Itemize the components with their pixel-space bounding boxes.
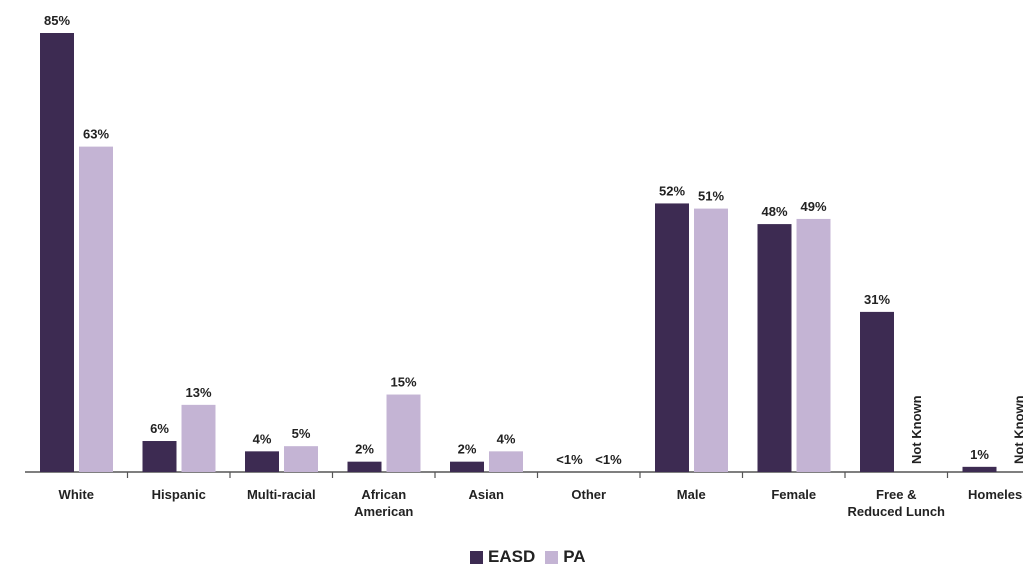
data-label: 85% — [44, 13, 70, 28]
chart-legend: EASD PA — [470, 547, 586, 567]
legend-label-pa: PA — [563, 547, 586, 566]
x-tick-label: Male — [677, 487, 706, 502]
bar-pa — [694, 208, 728, 472]
bar-pa — [386, 394, 421, 472]
x-tick-label: Hispanic — [152, 487, 206, 502]
data-label: 13% — [185, 385, 211, 400]
bar-pa — [284, 446, 318, 472]
bar-easd — [757, 224, 792, 472]
data-label: 49% — [800, 199, 826, 214]
data-label: 48% — [761, 204, 787, 219]
x-tick-label: Multi-racial — [247, 487, 316, 502]
data-label: 52% — [659, 183, 685, 198]
x-tick-label: Asian — [469, 487, 504, 502]
legend-label-easd: EASD — [488, 547, 536, 566]
bar-pa — [796, 218, 831, 472]
data-label: 51% — [698, 189, 724, 204]
data-label: 15% — [390, 375, 416, 390]
bar-easd — [860, 311, 894, 472]
bar-pa — [489, 451, 523, 472]
data-label: <1% — [556, 452, 583, 467]
x-tick-label: Female — [771, 487, 816, 502]
legend-swatch-easd — [470, 550, 483, 564]
legend-item-pa: PA — [545, 547, 586, 567]
data-label: Not Known — [1012, 395, 1023, 464]
x-tick-label: Homeless — [968, 487, 1023, 502]
data-label: 4% — [253, 431, 272, 446]
data-label: 1% — [970, 447, 989, 462]
data-label: Not Known — [909, 395, 924, 464]
legend-swatch-pa — [545, 550, 559, 564]
data-label: 6% — [150, 421, 169, 436]
data-label: 4% — [497, 431, 516, 446]
x-tick-label: Other — [571, 487, 606, 502]
data-label: 63% — [83, 127, 109, 142]
bar-easd — [450, 461, 484, 472]
legend-item-easd: EASD — [470, 547, 535, 567]
bar-easd — [655, 203, 689, 472]
bar-pa — [181, 404, 216, 472]
x-tick-label: White — [59, 487, 94, 502]
bar-easd — [962, 466, 997, 472]
data-label: 5% — [292, 426, 311, 441]
bar-easd — [142, 441, 177, 472]
bar-pa — [79, 146, 113, 472]
bar-easd — [40, 33, 74, 472]
x-tick-label: African American — [354, 487, 413, 519]
data-label: 2% — [355, 442, 374, 457]
bar-easd — [347, 461, 382, 472]
bar-easd — [245, 451, 279, 472]
data-label: 31% — [864, 292, 890, 307]
x-tick-label: Free & Reduced Lunch — [847, 487, 945, 519]
data-label: <1% — [595, 452, 622, 467]
data-label: 2% — [458, 442, 477, 457]
